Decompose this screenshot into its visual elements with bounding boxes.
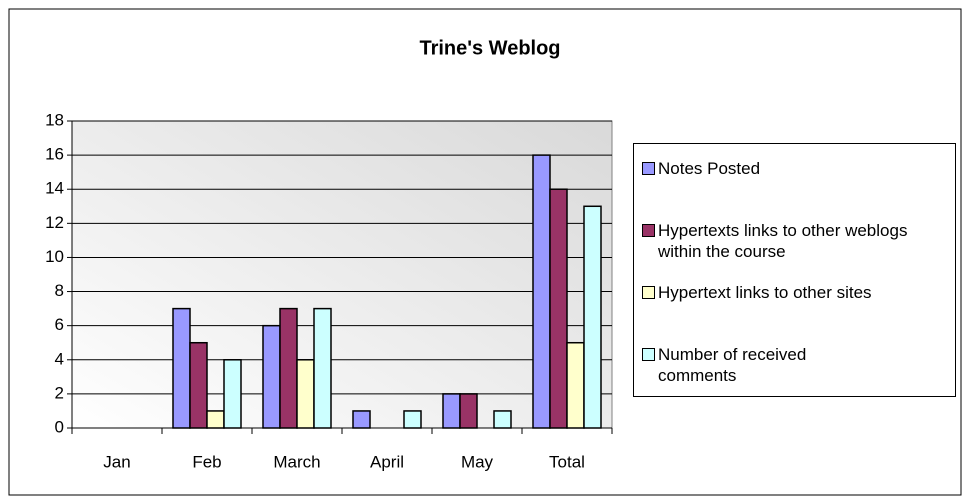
legend-label: Hypertext links to other sites [658, 283, 872, 302]
legend-entry: Notes Posted [642, 158, 948, 179]
y-tick-label: 12 [45, 213, 64, 232]
bar [442, 393, 461, 429]
legend-swatch [642, 348, 655, 361]
y-tick-label: 2 [55, 383, 64, 402]
bar [493, 410, 512, 429]
x-tick-label: March [273, 452, 320, 471]
bar [403, 410, 422, 429]
bar [279, 307, 298, 429]
legend-entry: Number of received comments [642, 344, 858, 386]
bar [189, 341, 208, 429]
legend-label: Number of received comments [658, 345, 807, 385]
bar [262, 324, 281, 429]
legend-swatch [642, 286, 655, 299]
y-tick-label: 10 [45, 247, 64, 266]
bar [206, 410, 225, 429]
bar [172, 307, 191, 429]
y-tick-label: 0 [55, 417, 64, 436]
bar [583, 205, 602, 429]
x-tick-label: April [370, 452, 404, 471]
bar [532, 154, 551, 429]
bar [459, 393, 478, 429]
y-tick-label: 6 [55, 315, 64, 334]
legend: Notes Posted Hypertexts links to other we… [633, 143, 956, 397]
bar [566, 341, 585, 429]
y-tick-label: 18 [45, 110, 64, 129]
x-tick-label: May [461, 452, 494, 471]
legend-swatch [642, 162, 655, 175]
bar [549, 188, 568, 429]
bar [352, 410, 371, 429]
plot-area [71, 120, 613, 429]
bar [313, 307, 332, 429]
legend-entry: Hypertexts links to other weblogs within… [642, 220, 948, 262]
x-tick-label: Feb [192, 452, 221, 471]
legend-label: Notes Posted [658, 159, 761, 178]
legend-label: Hypertexts links to other weblogs within… [658, 221, 908, 261]
y-tick-label: 4 [55, 349, 64, 368]
bar [296, 359, 315, 429]
legend-swatch [642, 224, 655, 237]
y-tick-label: 16 [45, 145, 64, 164]
bar [223, 359, 242, 429]
y-tick-label: 8 [55, 281, 64, 300]
y-tick-label: 14 [45, 179, 64, 198]
x-tick-label: Total [549, 452, 585, 471]
x-tick-label: Jan [103, 452, 130, 471]
legend-entry: Hypertext links to other sites [642, 282, 963, 303]
chart-title: Trine's Weblog [419, 37, 560, 59]
